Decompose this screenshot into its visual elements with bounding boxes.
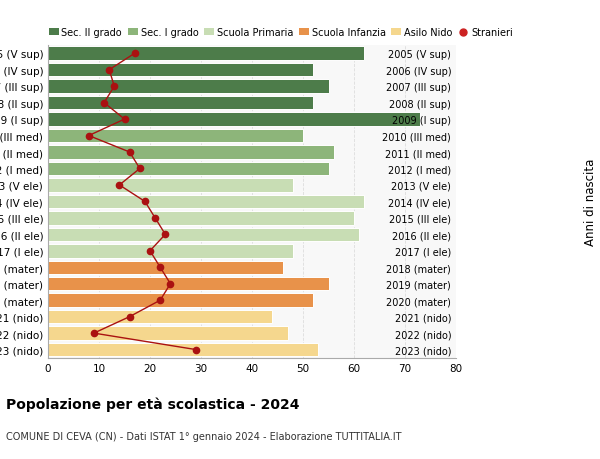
Bar [48,97,313,110]
Bar [48,343,319,357]
Text: Popolazione per età scolastica - 2024: Popolazione per età scolastica - 2024 [6,397,299,412]
Bar [48,129,303,143]
Bar [48,162,329,176]
Bar [48,179,293,192]
Legend: Sec. II grado, Sec. I grado, Scuola Primaria, Scuola Infanzia, Asilo Nido, Stran: Sec. II grado, Sec. I grado, Scuola Prim… [49,28,512,38]
Bar [48,47,364,61]
Bar [48,327,288,340]
Bar [48,294,313,307]
Text: Anni di nascita: Anni di nascita [584,158,597,246]
Bar [48,113,420,127]
Bar [48,261,283,274]
Bar [48,146,334,159]
Bar [48,212,354,225]
Bar [48,245,293,258]
Bar [48,195,364,209]
Bar [48,80,329,94]
Bar [48,310,272,324]
Bar [48,64,313,77]
Bar [48,228,359,241]
Bar [48,277,329,291]
Text: COMUNE DI CEVA (CN) - Dati ISTAT 1° gennaio 2024 - Elaborazione TUTTITALIA.IT: COMUNE DI CEVA (CN) - Dati ISTAT 1° genn… [6,431,401,442]
